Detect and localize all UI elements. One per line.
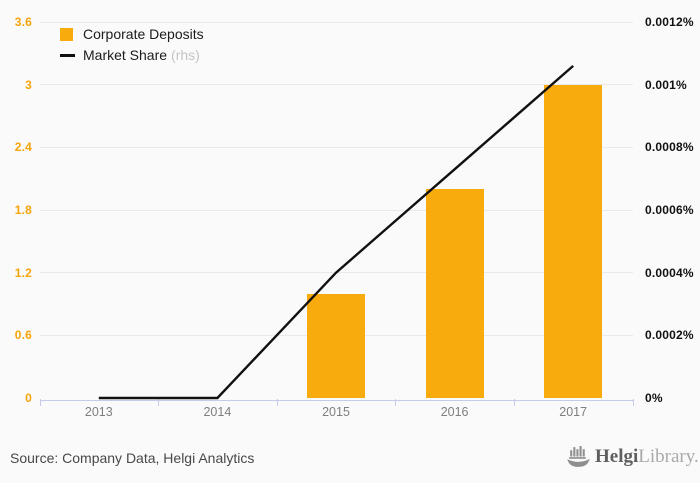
x-axis-tick [632,399,634,406]
line-swatch-icon [60,53,75,57]
right-axis-tick-label: 0.0004% [645,265,694,280]
gridline [39,21,633,23]
bar-swatch-icon [60,27,73,41]
x-axis-tick [395,399,397,406]
source-attribution: Source: Company Data, Helgi Analytics [10,450,255,466]
left-axis-tick-label: 2.4 [14,140,32,155]
legend-label: Market Share [83,47,168,63]
left-axis-tick-label: 3.6 [14,15,32,29]
legend-item-market-share: Market Share (rhs) [60,47,204,63]
right-axis-tick-label: 0.001% [645,77,687,92]
right-axis-tick-label: 0.0006% [645,203,694,217]
left-axis-tick-label: 0.6 [14,328,32,343]
x-axis-tick [513,399,515,406]
x-axis-category-label: 2015 [322,405,350,419]
x-axis-line [39,400,633,401]
bar-2015 [307,293,365,398]
x-axis-category-label: 2017 [559,405,588,419]
x-axis-tick [39,399,41,406]
x-axis-category-label: 2016 [440,405,469,419]
legend-item-corporate-deposits: Corporate Deposits [60,26,204,42]
left-axis-tick-label: 3 [25,77,32,92]
left-axis-tick-label: 0 [25,391,32,405]
x-axis-tick [276,399,278,406]
x-axis-category-label: 2013 [84,405,113,419]
boat-books-icon [567,446,590,467]
x-axis-category-label: 2014 [203,405,232,419]
helgi-library-logo: HelgiLibrary. [566,444,699,469]
logo-library: Library. [638,446,699,467]
right-axis-tick-label: 0.0002% [645,328,694,343]
right-axis-tick-label: 0.0012% [645,15,694,29]
bar-2016 [425,189,484,398]
left-axis-tick-label: 1.2 [14,265,32,280]
bar-2017 [544,84,603,398]
left-axis-tick-label: 1.8 [14,203,32,217]
legend-label-suffix: (rhs) [171,47,200,63]
logo-wordmark: HelgiLibrary. [595,445,699,469]
logo-helgi: Helgi [595,446,639,467]
legend-label: Corporate Deposits [83,26,204,42]
x-axis-tick [158,399,160,406]
right-axis-tick-label: 0.0008% [645,140,694,155]
legend: Corporate Deposits Market Share (rhs) [60,26,204,69]
right-axis-tick-label: 0% [645,391,663,405]
